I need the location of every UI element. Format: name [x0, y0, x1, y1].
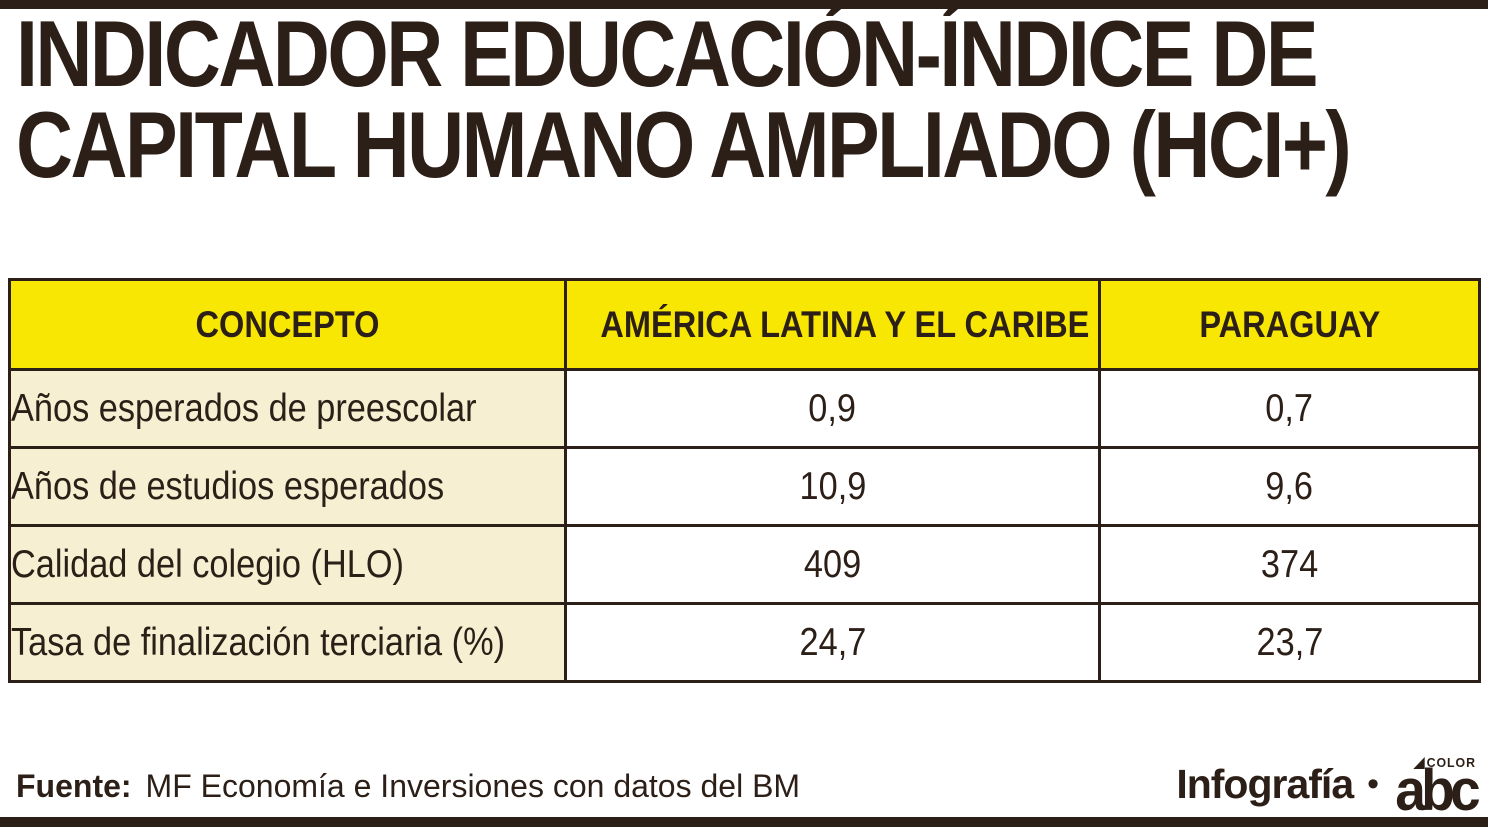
concept-label: Años esperados de preescolar	[11, 386, 477, 430]
latam-value-cell: 0,9	[564, 368, 1101, 449]
latam-value: 10,9	[799, 464, 866, 508]
abc-color-logo: COLOR abc	[1395, 756, 1480, 820]
abc-color-logo-tag: COLOR	[1413, 756, 1476, 769]
latam-value: 0,9	[808, 386, 857, 430]
concept-label: Tasa de finalización terciaria (%)	[11, 620, 506, 664]
latam-value-cell: 24,7	[564, 602, 1101, 683]
concept-cell: Calidad del colegio (HLO)	[8, 524, 567, 605]
paraguay-value-cell: 23,7	[1098, 602, 1481, 683]
paraguay-value: 374	[1260, 542, 1319, 586]
logo-wedge-icon	[1413, 756, 1425, 769]
source-text: MF Economía e Inversiones con datos del …	[145, 768, 801, 804]
credit-label: Infografía	[1176, 761, 1354, 808]
hci-indicator-table: CONCEPTO AMÉRICA LATINA Y EL CARIBE PARA…	[8, 278, 1481, 683]
latam-value-cell: 409	[564, 524, 1101, 605]
paraguay-value-cell: 9,6	[1098, 446, 1481, 527]
paraguay-value: 9,6	[1265, 464, 1314, 508]
header-label-paraguay: PARAGUAY	[1199, 303, 1380, 345]
latam-value: 409	[803, 542, 862, 586]
paraguay-value: 0,7	[1265, 386, 1314, 430]
concept-cell: Tasa de finalización terciaria (%)	[8, 602, 567, 683]
concept-cell: Años esperados de preescolar	[8, 368, 567, 449]
table-row: Calidad del colegio (HLO) 409 374	[8, 524, 1481, 605]
bullet-separator: •	[1367, 765, 1380, 804]
concept-label: Calidad del colegio (HLO)	[11, 542, 404, 586]
page-title-line-2: CAPITAL HUMANO AMPLIADO (HCI+)	[16, 92, 1352, 197]
logo-tag-text: COLOR	[1426, 755, 1476, 770]
bottom-divider-bar	[0, 817, 1488, 827]
header-cell-concepto: CONCEPTO	[8, 278, 567, 371]
page-title: INDICADOR EDUCACIÓN-ÍNDICE DE CAPITAL HU…	[16, 1, 1352, 197]
paraguay-value-cell: 374	[1098, 524, 1481, 605]
top-divider-bar	[0, 0, 1488, 9]
table-header-row: CONCEPTO AMÉRICA LATINA Y EL CARIBE PARA…	[8, 278, 1481, 371]
header-label-latam: AMÉRICA LATINA Y EL CARIBE	[600, 303, 1090, 345]
latam-value: 24,7	[799, 620, 866, 664]
concept-label: Años de estudios esperados	[11, 464, 445, 508]
page-title-line-1: INDICADOR EDUCACIÓN-ÍNDICE DE	[16, 1, 1318, 106]
header-label-concepto: CONCEPTO	[195, 303, 380, 345]
header-cell-paraguay: PARAGUAY	[1098, 278, 1481, 371]
paraguay-value-cell: 0,7	[1098, 368, 1481, 449]
source-note: Fuente: MF Economía e Inversiones con dat…	[16, 768, 800, 805]
table-row: Años de estudios esperados 10,9 9,6	[8, 446, 1481, 527]
table-row: Tasa de finalización terciaria (%) 24,7 …	[8, 602, 1481, 683]
infographic-credit: Infografía • COLOR abc	[1176, 756, 1480, 820]
paraguay-value: 23,7	[1256, 620, 1323, 664]
concept-cell: Años de estudios esperados	[8, 446, 567, 527]
source-label: Fuente:	[16, 768, 132, 804]
table-row: Años esperados de preescolar 0,9 0,7	[8, 368, 1481, 449]
logo-text: abc	[1395, 758, 1480, 823]
header-cell-latam: AMÉRICA LATINA Y EL CARIBE	[564, 278, 1101, 371]
latam-value-cell: 10,9	[564, 446, 1101, 527]
